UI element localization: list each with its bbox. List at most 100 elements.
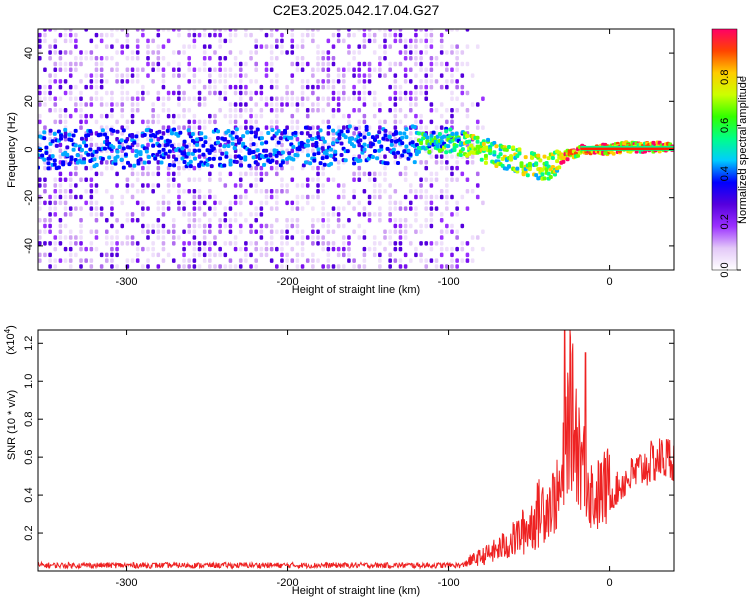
spectrogram-cell <box>197 125 202 130</box>
spectrogram-cell <box>156 32 161 38</box>
spectrogram-cell <box>63 50 68 55</box>
snr-y-tick-label: 0.8 <box>23 412 35 427</box>
spectrogram-signal-cell <box>404 144 409 149</box>
spectrogram-cell <box>63 29 68 32</box>
spectrogram-cell <box>290 246 295 252</box>
spectrogram-cell <box>331 32 336 38</box>
spectrogram-cell <box>455 79 459 84</box>
spectrogram-cell <box>166 252 171 258</box>
spectrogram-cell <box>177 206 181 211</box>
spectrogram-cell <box>465 29 470 32</box>
spectrogram-signal-cell <box>142 133 147 138</box>
spectrogram-cell <box>311 102 315 107</box>
snr-x-tick-label: 0 <box>607 577 613 589</box>
spectrogram-cell <box>254 165 259 171</box>
spectrogram-cell <box>125 258 130 263</box>
spectrogram-signal-cell <box>546 156 551 161</box>
spectrogram-cell <box>403 206 408 211</box>
spectrogram-cell <box>445 79 449 84</box>
spectrogram-cell <box>48 73 52 78</box>
spectrogram-cell <box>357 50 362 55</box>
spectrogram-signal-cell <box>134 153 139 158</box>
spectrogram-cell <box>269 246 274 252</box>
spectrogram-cell <box>357 200 362 206</box>
spectrogram-cell <box>244 125 248 130</box>
spectrogram-cell <box>383 189 387 194</box>
spectrogram-cell <box>259 246 264 252</box>
spectrogram-cell <box>305 194 310 200</box>
spectrogram-cell <box>208 223 212 229</box>
spectrogram-cell <box>254 44 259 49</box>
spectrogram-cell <box>285 189 289 194</box>
spectrogram-signal-cell <box>205 162 210 167</box>
spectrogram-signal-cell <box>190 132 195 137</box>
spectrogram-cell <box>99 38 104 44</box>
spectrogram-cell <box>135 55 140 61</box>
spectrogram-signal-cell <box>88 129 93 134</box>
spectrogram-signal-cell <box>82 160 87 165</box>
spectrogram-cell <box>429 200 434 206</box>
spectrogram-cell <box>146 44 150 49</box>
spectrogram-cell <box>321 119 325 125</box>
spectrogram-cell <box>434 154 439 159</box>
spectrogram-cell <box>300 246 305 252</box>
spectrogram-cell <box>79 235 83 240</box>
spectrogram-cell <box>63 79 68 84</box>
spectrogram-cell <box>79 206 83 211</box>
spectrogram-cell <box>450 108 454 113</box>
spectrogram-cell <box>331 136 336 142</box>
spectrogram-cell <box>187 258 192 263</box>
spectrogram-cell <box>104 252 109 258</box>
spectrogram-signal-cell <box>169 131 174 136</box>
spectrogram-cell <box>125 67 130 73</box>
spectrogram-cell <box>254 183 259 188</box>
spectrogram-cell <box>202 119 207 125</box>
spectrogram-cell <box>470 160 475 165</box>
spectrogram-cell <box>120 84 125 90</box>
spectrogram-cell <box>331 206 336 211</box>
spectrogram-cell <box>223 67 228 73</box>
spectrogram-cell <box>120 90 125 96</box>
spectrogram-cell <box>419 84 423 90</box>
spectrogram-cell <box>357 119 362 125</box>
spectrogram-cell <box>43 200 47 206</box>
spectrogram-cell <box>316 102 320 107</box>
spectrogram-cell <box>249 96 253 101</box>
spectrogram-cell <box>58 67 63 73</box>
spectrogram-cell <box>372 194 377 200</box>
spectrogram-cell <box>275 264 279 269</box>
spectrogram-cell <box>79 246 83 252</box>
spectrogram-cell <box>156 217 161 223</box>
spectrogram-cell <box>331 44 336 49</box>
spectrogram-cell <box>141 183 145 188</box>
spectrogram-signal-cell <box>370 155 375 160</box>
spectrogram-signal-cell <box>553 172 558 177</box>
spectrogram-cell <box>316 235 320 240</box>
spectrogram-cell <box>336 194 341 200</box>
spectrogram-cell <box>99 252 104 258</box>
spectrogram-cell <box>146 90 150 96</box>
spectrogram-cell <box>94 119 99 125</box>
spectrogram-signal-cell <box>396 150 401 155</box>
spectrogram-signal-cell <box>402 149 407 154</box>
spectrogram-signal-cell <box>115 149 120 154</box>
spectrogram-cell <box>321 189 325 194</box>
spectrogram-cell <box>125 189 130 194</box>
spectrogram-signal-cell <box>71 147 76 152</box>
spectrogram-cell <box>450 229 454 235</box>
spectrogram-signal-cell <box>406 156 411 161</box>
spectrogram-cell <box>439 229 444 235</box>
spectrogram-cell <box>367 61 372 67</box>
colorbar: 0.00.20.40.60.8 Normalized spectral ampl… <box>711 28 749 278</box>
spectrogram-cell <box>58 113 63 119</box>
spectrogram-cell <box>146 73 150 78</box>
spectrogram-signal-cell <box>142 160 147 165</box>
spectrogram-cell <box>238 223 243 229</box>
spectrogram-cell <box>424 125 429 130</box>
spectrogram-signal-cell <box>324 148 329 153</box>
spectrogram-cell <box>161 258 166 263</box>
spectrogram-cell <box>146 61 150 67</box>
spectrogram-cell <box>352 32 356 38</box>
spectrogram-cell <box>357 96 362 101</box>
